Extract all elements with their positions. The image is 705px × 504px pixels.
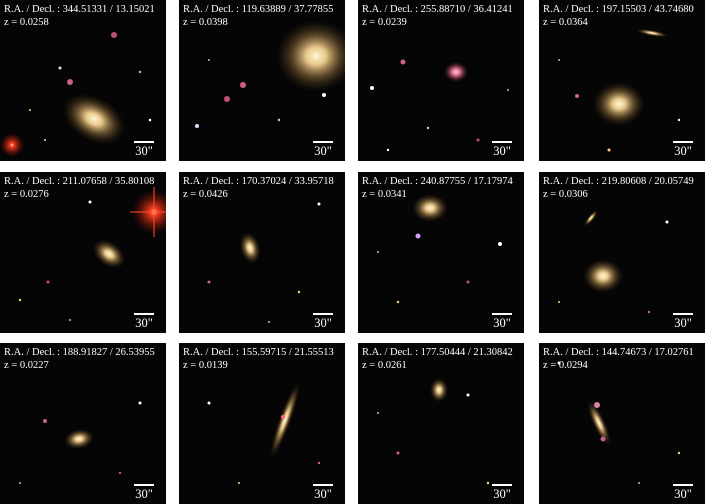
redshift-label: z = 0.0261	[362, 360, 407, 371]
redshift-label: z = 0.0426	[183, 189, 228, 200]
redshift-label: z = 0.0276	[4, 189, 49, 200]
scale-bar: 30"	[488, 313, 516, 330]
scale-bar: 30"	[669, 313, 697, 330]
galaxy-image	[19, 401, 142, 484]
redshift-label: z = 0.0398	[183, 17, 228, 28]
galaxy-image	[207, 382, 321, 484]
redshift-label: z = 0.0294	[543, 360, 588, 371]
galaxy-panel-3: R.A. / Decl. : 255.88710 / 36.41241 z = …	[358, 0, 524, 161]
redshift-label: z = 0.0258	[4, 17, 49, 28]
coordinates-label: R.A. / Decl. : 211.07658 / 35.80108 z = …	[4, 176, 155, 200]
coordinates-label: R.A. / Decl. : 219.80608 / 20.05749 z = …	[543, 176, 694, 200]
galaxy-panel-2: R.A. / Decl. : 119.63889 / 37.77855 z = …	[179, 0, 345, 161]
coordinates-label: R.A. / Decl. : 144.74673 / 17.02761 z = …	[543, 347, 694, 371]
scale-bar: 30"	[130, 484, 158, 501]
redshift-label: z = 0.0364	[543, 17, 588, 28]
galaxy-image	[558, 210, 669, 314]
galaxy-panel-1: R.A. / Decl. : 344.51331 / 13.15021 z = …	[0, 0, 166, 161]
coordinates-label: R.A. / Decl. : 188.91827 / 26.53955 z = …	[4, 347, 155, 371]
redshift-label: z = 0.0306	[543, 189, 588, 200]
galaxy-image	[195, 20, 345, 128]
galaxy-image	[370, 59, 509, 152]
scale-bar: 30"	[488, 141, 516, 158]
galaxy-panel-9: R.A. / Decl. : 188.91827 / 26.53955 z = …	[0, 343, 166, 504]
coordinates-label: R.A. / Decl. : 344.51331 / 13.15021 z = …	[4, 4, 155, 28]
galaxy-image	[558, 28, 681, 152]
galaxy-image	[377, 378, 490, 485]
galaxy-panel-5: R.A. / Decl. : 211.07658 / 35.80108 z = …	[0, 172, 166, 333]
galaxy-panel-8: R.A. / Decl. : 219.80608 / 20.05749 z = …	[539, 172, 705, 333]
redshift-label: z = 0.0227	[4, 360, 49, 371]
galaxy-panel-6: R.A. / Decl. : 170.37024 / 33.95718 z = …	[179, 172, 345, 333]
scale-bar: 30"	[130, 141, 158, 158]
scale-bar: 30"	[309, 484, 337, 501]
galaxy-panel-11: R.A. / Decl. : 177.50444 / 21.30842 z = …	[358, 343, 524, 504]
coordinates-label: R.A. / Decl. : 197.15503 / 43.74680 z = …	[543, 4, 694, 28]
galaxy-image	[207, 202, 321, 323]
redshift-label: z = 0.0341	[362, 189, 407, 200]
galaxy-image	[18, 187, 166, 321]
scale-bar: 30"	[669, 141, 697, 158]
scale-bar: 30"	[488, 484, 516, 501]
scale-bar: 30"	[669, 484, 697, 501]
redshift-label: z = 0.0239	[362, 17, 407, 28]
coordinates-label: R.A. / Decl. : 240.87755 / 17.17974 z = …	[362, 176, 513, 200]
redshift-label: z = 0.0139	[183, 360, 228, 371]
coordinates-label: R.A. / Decl. : 170.37024 / 33.95718 z = …	[183, 176, 334, 200]
scale-bar: 30"	[309, 141, 337, 158]
coordinates-label: R.A. / Decl. : 177.50444 / 21.30842 z = …	[362, 347, 513, 371]
galaxy-image	[0, 32, 152, 157]
galaxy-panel-7: R.A. / Decl. : 240.87755 / 17.17974 z = …	[358, 172, 524, 333]
coordinates-label: R.A. / Decl. : 155.59715 / 21.55513 z = …	[183, 347, 334, 371]
galaxy-image	[557, 361, 681, 484]
galaxy-panel-12: R.A. / Decl. : 144.74673 / 17.02761 z = …	[539, 343, 705, 504]
galaxy-panel-10: R.A. / Decl. : 155.59715 / 21.55513 z = …	[179, 343, 345, 504]
galaxy-image	[377, 194, 502, 304]
scale-bar: 30"	[130, 313, 158, 330]
galaxy-panel-4: R.A. / Decl. : 197.15503 / 43.74680 z = …	[539, 0, 705, 161]
coordinates-label: R.A. / Decl. : 119.63889 / 37.77855 z = …	[183, 4, 334, 28]
scale-bar: 30"	[309, 313, 337, 330]
coordinates-label: R.A. / Decl. : 255.88710 / 36.41241 z = …	[362, 4, 513, 28]
